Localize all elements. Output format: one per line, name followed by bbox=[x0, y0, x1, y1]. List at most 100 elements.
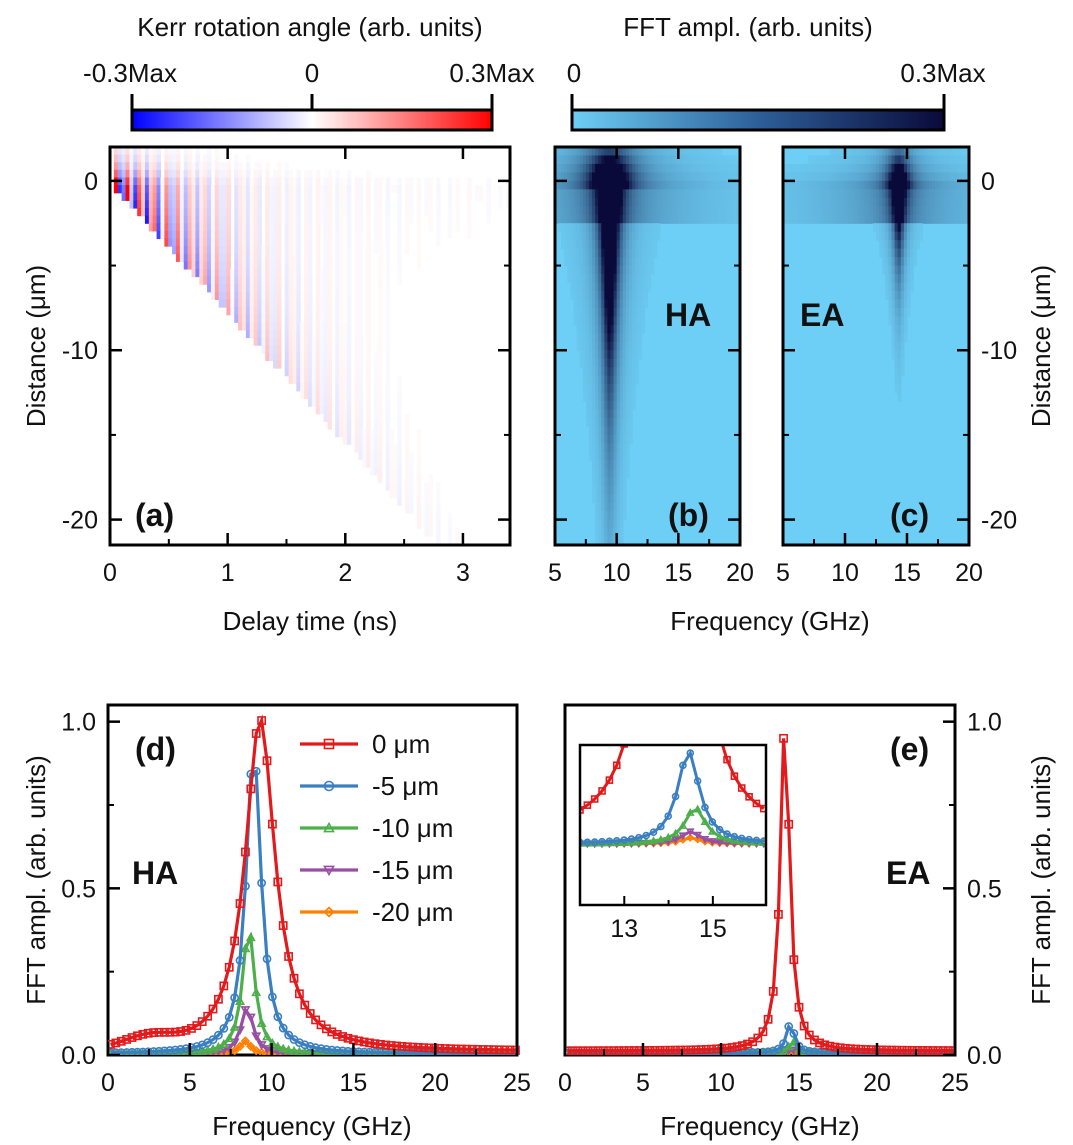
heatmap-cell bbox=[304, 177, 309, 186]
heatmap-cell bbox=[346, 421, 352, 430]
heatmap-cell bbox=[304, 375, 309, 384]
heatmap-cell bbox=[385, 421, 391, 430]
heatmap-cell bbox=[598, 163, 602, 174]
heatmap-cell bbox=[659, 172, 664, 182]
heatmap-cell bbox=[408, 497, 414, 506]
heatmap-cell bbox=[152, 223, 158, 232]
heatmap-cell bbox=[416, 436, 422, 445]
heatmap-cell bbox=[598, 248, 602, 258]
heatmap-cell bbox=[366, 215, 371, 224]
heatmap-cell bbox=[650, 214, 655, 224]
heatmap-cell bbox=[613, 358, 618, 368]
heatmap-cell bbox=[860, 197, 865, 207]
circle-marker bbox=[295, 1038, 304, 1048]
heatmap-cell bbox=[638, 350, 642, 360]
heatmap-cell bbox=[604, 197, 609, 207]
heatmap-cell bbox=[632, 265, 636, 275]
heatmap-cell bbox=[820, 180, 824, 190]
heatmap-cell bbox=[922, 163, 927, 174]
heatmap-cell bbox=[616, 494, 621, 504]
heatmap-cell bbox=[644, 257, 649, 267]
heatmap-cell bbox=[804, 197, 809, 207]
heatmap-cell bbox=[210, 185, 216, 194]
heatmap-cell bbox=[610, 282, 615, 292]
heatmap-cell bbox=[207, 223, 212, 232]
heatmap-cell bbox=[900, 223, 905, 233]
heatmap-cell bbox=[613, 307, 618, 317]
heatmap-cell bbox=[455, 192, 461, 201]
heatmap-cell bbox=[820, 214, 824, 224]
heatmap-cell bbox=[644, 180, 649, 190]
heatmap-cell bbox=[269, 276, 274, 285]
heatmap-cell bbox=[238, 169, 243, 179]
heatmap-cell bbox=[610, 333, 615, 343]
heatmap-cell bbox=[869, 197, 874, 207]
heatmap-cell bbox=[172, 207, 177, 217]
heatmap-cell bbox=[724, 189, 729, 199]
heatmap-cell bbox=[148, 223, 154, 232]
heatmap-cell bbox=[183, 246, 189, 255]
heatmap-cell bbox=[176, 230, 181, 240]
heatmap-cell bbox=[619, 350, 624, 360]
colorbar-fft: FFT ampl. (arb. units) 0 0.3Max bbox=[567, 12, 986, 132]
heatmap-cell bbox=[845, 189, 849, 199]
heatmap-cell bbox=[358, 352, 363, 361]
square-marker bbox=[583, 1046, 593, 1055]
heatmap-cell bbox=[907, 189, 911, 199]
heatmap-cell bbox=[447, 512, 453, 522]
heatmap-cell bbox=[647, 147, 652, 157]
heatmap-cell bbox=[342, 185, 348, 194]
heatmap-cell bbox=[117, 162, 123, 171]
heatmap-cell bbox=[860, 155, 865, 165]
heatmap-cell bbox=[857, 197, 862, 207]
heatmap-cell bbox=[588, 299, 593, 309]
heatmap-cell bbox=[486, 215, 492, 224]
heatmap-cell bbox=[582, 392, 587, 402]
heatmap-cell bbox=[558, 172, 562, 182]
square-marker bbox=[568, 1046, 577, 1055]
heatmap-cell bbox=[635, 324, 639, 334]
heatmap-cell bbox=[730, 206, 735, 216]
heatmap-cell bbox=[820, 189, 824, 199]
heatmap-cell bbox=[647, 257, 652, 267]
heatmap-cell bbox=[234, 253, 239, 262]
heatmap-cell bbox=[601, 375, 605, 385]
heatmap-cell bbox=[653, 155, 658, 165]
heatmap-cell bbox=[335, 268, 340, 278]
heatmap-cell bbox=[346, 345, 352, 354]
heatmap-cell bbox=[191, 169, 197, 179]
heatmap-cell bbox=[455, 535, 461, 544]
heatmap-cell bbox=[962, 147, 967, 157]
heatmap-cell bbox=[156, 169, 162, 179]
heatmap-cell bbox=[366, 428, 371, 438]
heatmap-cell bbox=[610, 240, 615, 250]
heatmap-cell bbox=[261, 299, 266, 308]
heatmap-cell bbox=[210, 207, 216, 217]
heatmap-cell bbox=[579, 155, 584, 165]
square-marker bbox=[580, 806, 584, 814]
heatmap-cell bbox=[656, 163, 661, 174]
heatmap-cell bbox=[191, 207, 197, 217]
heatmap-cell bbox=[622, 240, 627, 250]
heatmap-cell bbox=[284, 200, 290, 209]
heatmap-cell bbox=[647, 206, 652, 216]
heatmap-cell bbox=[638, 265, 642, 275]
heatmap-cell bbox=[588, 223, 593, 233]
heatmap-cell bbox=[919, 163, 924, 174]
heatmap-cell bbox=[370, 451, 375, 461]
heatmap-cell bbox=[582, 223, 587, 233]
heatmap-cell bbox=[346, 185, 352, 194]
heatmap-cell bbox=[561, 197, 565, 207]
heatmap-cell bbox=[872, 214, 877, 224]
heatmap-cell bbox=[601, 189, 605, 199]
heatmap-cell bbox=[595, 172, 599, 182]
heatmap-cell bbox=[160, 230, 165, 240]
heatmap-cell bbox=[261, 307, 266, 316]
heatmap-cell bbox=[598, 375, 602, 385]
heatmap-cell bbox=[656, 214, 661, 224]
circle-marker bbox=[413, 1048, 423, 1055]
heatmap-cell bbox=[903, 172, 908, 182]
heatmap-cell bbox=[304, 360, 309, 369]
heatmap-cell bbox=[601, 511, 605, 521]
heatmap-cell bbox=[598, 460, 602, 470]
